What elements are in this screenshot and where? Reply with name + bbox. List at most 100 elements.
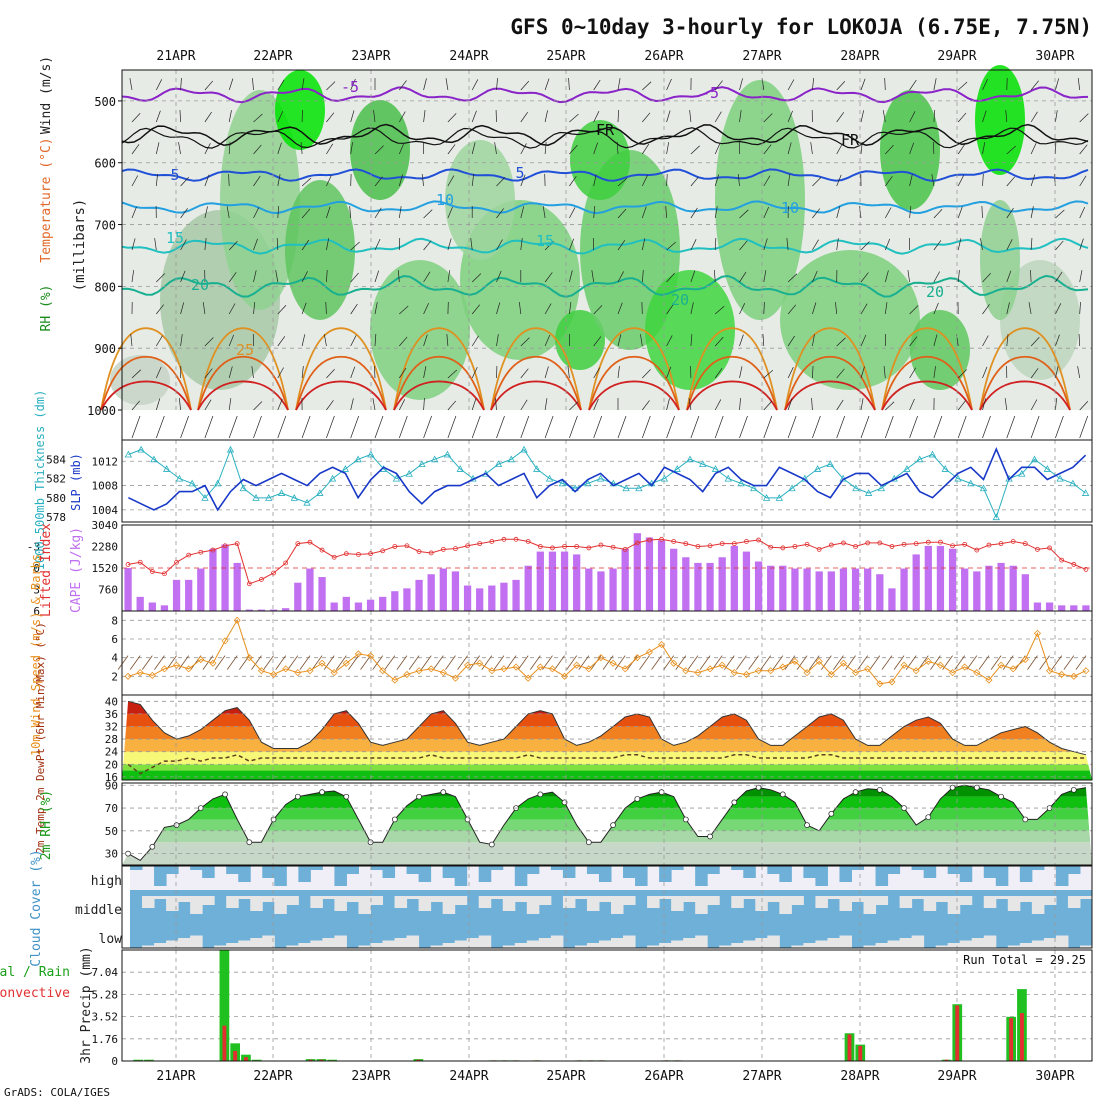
- p7-low-cell: [767, 936, 780, 949]
- p7-mid-cell: [142, 896, 155, 908]
- p7-high-cell: [1032, 866, 1045, 870]
- bottom-date-label-7: 28APR: [840, 1069, 879, 1084]
- p7-low-cell: [479, 936, 492, 949]
- p3-cape-bar: [682, 557, 689, 611]
- p6-rh-point: [950, 785, 955, 790]
- p7-high-cell: [383, 866, 396, 878]
- p7-mid-cell: [479, 896, 492, 908]
- p8-convective-bar: [1009, 1018, 1013, 1061]
- p7-mid-cell: [178, 896, 191, 902]
- p8-convective-bar: [955, 1006, 959, 1062]
- p6-tick-0: 30: [105, 848, 118, 861]
- p3-cape-tick-3: 3040: [92, 519, 119, 532]
- p7-low-cell: [178, 938, 191, 948]
- p3-cape-bar: [367, 600, 374, 611]
- p7-row-high: high: [91, 874, 122, 889]
- p7-mid-cell: [755, 896, 768, 911]
- p1-contour-label-10: 20: [191, 276, 209, 294]
- p4-tick-3: 8: [111, 614, 118, 627]
- p7-mid-cell: [659, 896, 672, 899]
- p7-ylabel: Cloud Cover (%): [29, 849, 44, 966]
- p7-mid-cell: [815, 896, 828, 908]
- p6-rh-point: [732, 800, 737, 805]
- p7-low-cell: [1044, 938, 1057, 948]
- p3-cape-tick-2: 2280: [92, 541, 119, 554]
- p2-ylabel-right: SLP (mb): [69, 453, 83, 511]
- p6-rh-point: [926, 815, 931, 820]
- p2-slp-tick-0: 1004: [92, 504, 119, 517]
- p6-rh-point: [683, 817, 688, 822]
- p7-mid-cell: [563, 896, 576, 908]
- p6-rh-point: [417, 794, 422, 799]
- p3-cape-bar: [209, 549, 216, 611]
- p7-low-cell: [960, 941, 973, 949]
- p6-rh-point: [368, 840, 373, 845]
- p7-low-cell: [827, 938, 840, 948]
- p8-convective-bar: [244, 1057, 248, 1061]
- p7-mid-cell: [779, 896, 792, 914]
- p8-tick-1: 1.76: [92, 1033, 119, 1046]
- p7-high-cell: [888, 866, 901, 874]
- p3-cape-bar: [185, 580, 192, 611]
- p7-low-cell: [551, 936, 564, 949]
- p3-cape-bar: [913, 554, 920, 611]
- p7-low-cell: [683, 938, 696, 948]
- p1-rh-shade-19: [910, 310, 970, 390]
- p7-high-cell: [743, 866, 756, 878]
- p6-rh-point: [635, 796, 640, 801]
- p7-low-cell: [599, 941, 612, 949]
- p6-rh-point: [223, 792, 228, 797]
- p7-mid-cell: [611, 896, 624, 914]
- p3-cape-bar: [1022, 574, 1029, 611]
- p7-mid-cell: [371, 896, 384, 905]
- p7-high-cell: [635, 866, 648, 886]
- p7-low-cell: [743, 941, 756, 949]
- p3-cape-bar: [646, 537, 653, 611]
- p3-cape-bar: [452, 571, 459, 611]
- p7-low-cell: [815, 941, 828, 949]
- p7-mid-cell: [190, 896, 203, 914]
- p3-cape-bar: [828, 571, 835, 611]
- p3-cape-bar: [1010, 566, 1017, 611]
- p7-mid-cell: [924, 896, 937, 911]
- p1-rh-shade-15: [980, 200, 1020, 320]
- bottom-date-label-5: 26APR: [644, 1069, 683, 1084]
- p3-cape-bar: [803, 569, 810, 611]
- p7-high-cell: [659, 866, 672, 882]
- p6-rh-point: [1023, 817, 1028, 822]
- p6-rh-point: [538, 792, 543, 797]
- p6-rh-point: [902, 806, 907, 811]
- p5-tick-4: 32: [105, 720, 118, 733]
- p7-high-cell: [803, 866, 816, 878]
- p7-low-cell: [912, 936, 925, 949]
- p1-rh-shade-16: [285, 180, 355, 320]
- top-date-label-5: 26APR: [644, 49, 683, 64]
- p7-high-cell: [479, 866, 492, 882]
- p7-mid-cell: [731, 896, 744, 908]
- p1-ytick-label-3: 800: [94, 280, 116, 294]
- bottom-date-label-9: 30APR: [1035, 1069, 1074, 1084]
- p7-mid-cell: [900, 896, 913, 908]
- p7-low-cell: [1032, 941, 1045, 949]
- p3-cape-bar: [1070, 605, 1077, 611]
- p7-high-cell: [960, 866, 973, 882]
- p3-cape-bar: [888, 588, 895, 611]
- top-date-label-4: 25APR: [546, 49, 585, 64]
- p7-mid-cell: [491, 896, 504, 899]
- p3-cape-bar: [234, 563, 241, 611]
- p7-mid-cell: [1080, 896, 1093, 899]
- p7-low-cell: [238, 941, 251, 949]
- p6-tick-1: 50: [105, 825, 118, 838]
- p7-low-cell: [888, 941, 901, 949]
- p2-slp-tick-2: 1012: [92, 455, 119, 468]
- p6-rh-point: [344, 794, 349, 799]
- p7-mid-cell: [527, 896, 540, 914]
- p8-convective-bar: [848, 1035, 852, 1061]
- p7-mid-cell: [539, 896, 552, 905]
- p7-high-cell: [671, 866, 684, 870]
- p3-cape-bar: [306, 569, 313, 611]
- p3-cape-bar: [670, 549, 677, 611]
- p8-run-total: Run Total = 29.25: [963, 953, 1086, 967]
- p7-low-cell: [395, 938, 408, 948]
- p7-high-cell: [599, 866, 612, 882]
